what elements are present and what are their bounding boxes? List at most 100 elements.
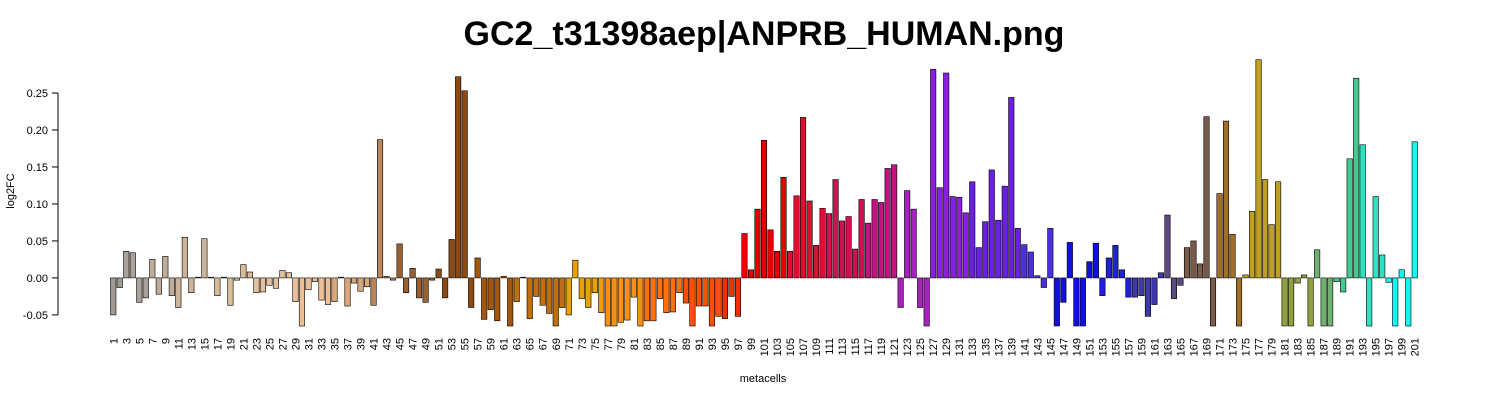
bar (1405, 277, 1412, 327)
x-tick-label: 85 (655, 338, 667, 350)
bar (1164, 214, 1171, 279)
bar (1073, 277, 1080, 327)
x-tick-label: 171 (1215, 338, 1227, 356)
x-tick-label: 125 (915, 338, 927, 356)
bar (1222, 120, 1230, 279)
x-tick-label: 129 (941, 338, 953, 356)
bar (982, 221, 989, 279)
x-tick-label: 81 (629, 338, 641, 350)
x-tick-label: 199 (1397, 338, 1409, 356)
bar (188, 277, 195, 294)
y-tick-label: -0.05 (23, 310, 48, 322)
bar (266, 277, 273, 286)
x-tick-label: 105 (785, 338, 797, 356)
x-tick-label: 5 (134, 338, 146, 344)
x-tick-label: 33 (316, 338, 328, 350)
bar (1307, 277, 1314, 327)
x-tick-label: 17 (212, 338, 224, 350)
bar (604, 277, 611, 327)
bar (220, 276, 227, 279)
bar (1092, 242, 1099, 279)
bar (904, 190, 911, 279)
x-tick-label: 35 (330, 338, 342, 350)
bar (175, 277, 182, 308)
chart-title: GC2_t31398aep|ANPRB_HUMAN.png (464, 15, 1065, 53)
bar (1301, 274, 1308, 279)
x-tick-label: 147 (1058, 338, 1070, 356)
bar (943, 72, 950, 279)
bar (832, 179, 839, 279)
x-tick-label: 121 (889, 338, 901, 356)
bar (383, 276, 390, 279)
bar (878, 202, 885, 279)
bar (813, 245, 820, 279)
bar (533, 277, 540, 297)
bar (481, 277, 488, 320)
x-tick-label: 103 (772, 338, 784, 356)
x-tick-label: 133 (967, 338, 979, 356)
bar (663, 277, 670, 313)
x-tick-label: 63 (512, 338, 524, 350)
bar (292, 277, 299, 302)
bar (585, 277, 592, 308)
bar (1001, 185, 1008, 279)
x-tick-label: 117 (863, 338, 875, 356)
bar (1229, 233, 1236, 279)
bar (500, 276, 507, 279)
bar (1034, 275, 1041, 279)
bar (1314, 249, 1321, 279)
bar (734, 277, 742, 317)
bar (565, 277, 572, 316)
y-tick-label: 0.15 (27, 162, 48, 174)
x-tick-label: 1 (108, 338, 120, 344)
bar (422, 277, 429, 303)
bar (1014, 228, 1021, 279)
bar (1008, 97, 1015, 279)
bar (377, 139, 384, 279)
bar (656, 277, 663, 299)
bar (988, 169, 995, 279)
bar (272, 277, 279, 289)
bar (910, 208, 917, 279)
x-tick-label: 139 (1006, 338, 1018, 356)
bar (826, 213, 833, 279)
bar (637, 277, 644, 327)
bar (643, 277, 650, 322)
bar (142, 277, 149, 299)
x-tick-label: 175 (1241, 338, 1253, 356)
bar (871, 199, 878, 279)
bar (461, 90, 468, 279)
bar (253, 277, 260, 294)
x-axis-label: metacells (740, 373, 787, 385)
bar (1157, 272, 1164, 279)
bar (1138, 277, 1145, 296)
bar (806, 200, 813, 279)
bar (116, 277, 123, 288)
bar (194, 276, 201, 279)
bar (1242, 274, 1249, 279)
x-tick-label: 191 (1345, 338, 1357, 356)
bar (227, 277, 234, 306)
bar (969, 181, 976, 279)
bar (149, 259, 156, 279)
x-tick-label: 161 (1149, 338, 1161, 356)
x-tick-label: 3 (121, 338, 133, 344)
x-tick-label: 61 (499, 338, 511, 350)
bar (1040, 277, 1047, 288)
bar (754, 208, 761, 279)
bar (1027, 251, 1034, 279)
bar (526, 277, 533, 319)
bar (136, 277, 143, 303)
bar (578, 277, 585, 299)
bar (311, 277, 319, 282)
bar (1398, 269, 1405, 279)
x-tick-label: 87 (668, 338, 680, 350)
bar (624, 277, 631, 321)
bar (1346, 158, 1353, 279)
x-tick-label: 123 (902, 338, 914, 356)
bar (728, 277, 735, 297)
bar (468, 277, 475, 308)
bar (689, 277, 696, 327)
bar (845, 216, 852, 279)
